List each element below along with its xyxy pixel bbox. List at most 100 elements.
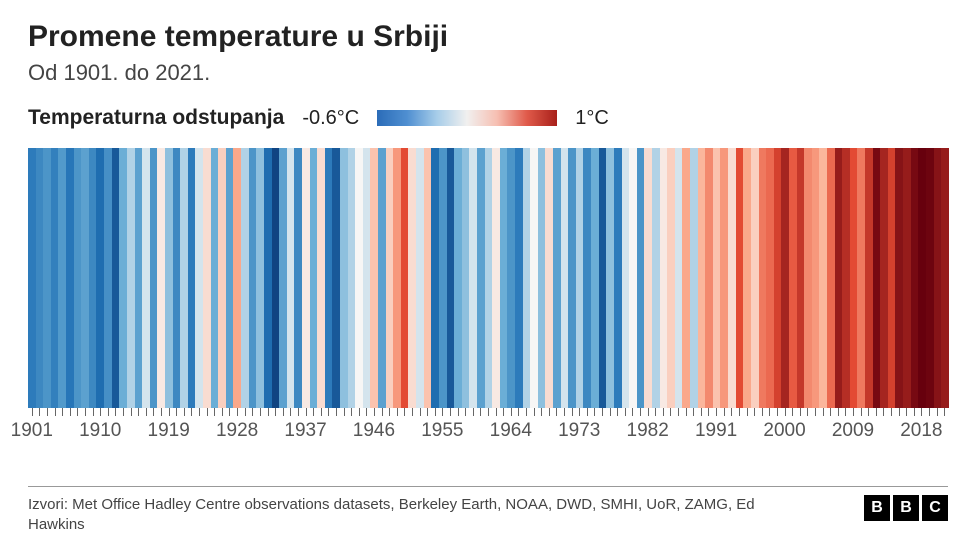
x-label: 2018 (900, 420, 942, 442)
x-label: 1946 (353, 420, 395, 442)
stripe (903, 148, 911, 408)
tick (93, 408, 94, 416)
stripe (378, 148, 386, 408)
tick (382, 408, 383, 416)
stripe (454, 148, 462, 408)
tick (762, 408, 763, 416)
tick (594, 408, 595, 416)
warming-stripes-chart: 1901191019191928193719461955196419731982… (28, 148, 948, 468)
tick (153, 408, 154, 416)
tick (275, 408, 276, 416)
stripe (500, 148, 508, 408)
tick (823, 408, 824, 416)
tick (366, 408, 367, 416)
stripe (865, 148, 873, 408)
stripe (675, 148, 683, 408)
tick (503, 408, 504, 416)
tick (420, 408, 421, 416)
tick (260, 408, 261, 416)
stripe (827, 148, 835, 408)
tick (921, 408, 922, 416)
tick (549, 408, 550, 416)
stripe (272, 148, 280, 408)
tick (572, 408, 573, 416)
stripe (416, 148, 424, 408)
stripe (934, 148, 942, 408)
tick (283, 408, 284, 416)
footer: Izvori: Met Office Hadley Centre observa… (28, 495, 948, 536)
tick (115, 408, 116, 416)
tick (184, 408, 185, 416)
stripe (888, 148, 896, 408)
stripe (880, 148, 888, 408)
tick (853, 408, 854, 416)
footer-divider (28, 486, 948, 487)
tick (792, 408, 793, 416)
tick (617, 408, 618, 416)
stripe (576, 148, 584, 408)
tick (207, 408, 208, 416)
tick (123, 408, 124, 416)
stripe (789, 148, 797, 408)
stripe (728, 148, 736, 408)
stripe (736, 148, 744, 408)
stripe (644, 148, 652, 408)
stripe (485, 148, 493, 408)
stripe (348, 148, 356, 408)
tick (488, 408, 489, 416)
stripe (340, 148, 348, 408)
stripe (698, 148, 706, 408)
stripe (515, 148, 523, 408)
tick (929, 408, 930, 416)
tick (321, 408, 322, 416)
tick (397, 408, 398, 416)
x-label: 1919 (148, 420, 190, 442)
tick (77, 408, 78, 416)
tick (268, 408, 269, 416)
stripes-container (28, 148, 948, 408)
tick (450, 408, 451, 416)
stripe (629, 148, 637, 408)
tick (359, 408, 360, 416)
tick (625, 408, 626, 416)
tick (138, 408, 139, 416)
stripe (157, 148, 165, 408)
tick (883, 408, 884, 416)
tick (724, 408, 725, 416)
tick (899, 408, 900, 416)
tick (32, 408, 33, 416)
stripe (774, 148, 782, 408)
tick (701, 408, 702, 416)
tick (534, 408, 535, 416)
tick (176, 408, 177, 416)
stripe (835, 148, 843, 408)
stripe (66, 148, 74, 408)
stripe (682, 148, 690, 408)
tick (876, 408, 877, 416)
tick (602, 408, 603, 416)
tick (754, 408, 755, 416)
tick (716, 408, 717, 416)
stripe (203, 148, 211, 408)
stripe (530, 148, 538, 408)
tick (351, 408, 352, 416)
tick (298, 408, 299, 416)
stripe (637, 148, 645, 408)
x-label: 1973 (558, 420, 600, 442)
tick (222, 408, 223, 416)
stripe (89, 148, 97, 408)
stripe (104, 148, 112, 408)
stripe (720, 148, 728, 408)
tick (739, 408, 740, 416)
tick (404, 408, 405, 416)
tick (686, 408, 687, 416)
sources-text: Izvori: Met Office Hadley Centre observa… (28, 495, 808, 536)
stripe (370, 148, 378, 408)
stripe (43, 148, 51, 408)
stripe (751, 148, 759, 408)
x-label: 1901 (11, 420, 53, 442)
stripe (812, 148, 820, 408)
stripe (941, 148, 949, 408)
stripe (393, 148, 401, 408)
x-labels: 1901191019191928193719461955196419731982… (28, 420, 948, 442)
